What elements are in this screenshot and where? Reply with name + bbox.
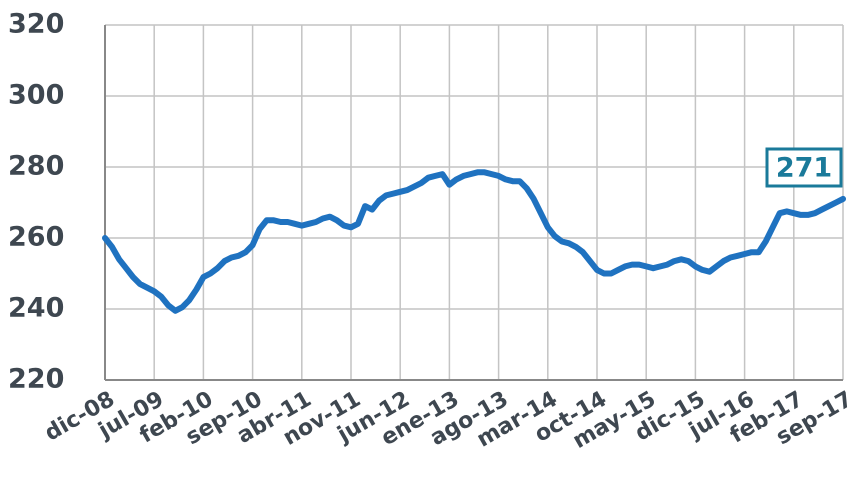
value-label-box [765, 147, 843, 188]
y-tick-label: 220 [8, 364, 64, 395]
y-tick-label: 300 [8, 80, 64, 111]
y-tick-label: 320 [8, 9, 64, 40]
y-tick-label: 240 [8, 293, 64, 324]
marks [102, 169, 846, 314]
y-tick-label: 280 [8, 151, 64, 182]
y-tick-label: 260 [8, 222, 64, 253]
line-series [102, 169, 846, 314]
grid [104, 24, 844, 381]
value-label: 271 [776, 153, 832, 184]
